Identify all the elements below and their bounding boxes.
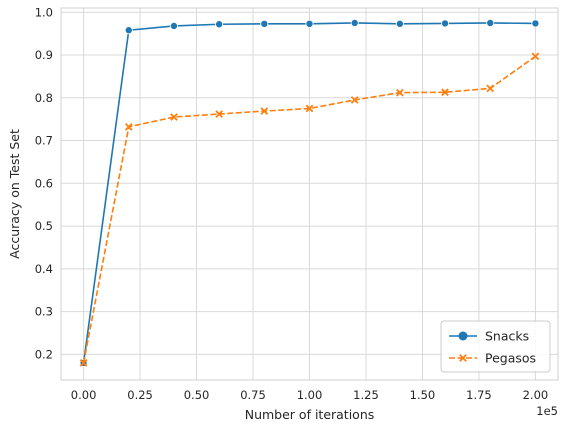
data-point [305, 104, 314, 113]
x-tick-label: 0.75 [240, 388, 266, 402]
legend-item-pegasos: Pegasos [449, 351, 536, 366]
y-tick-label: 0.8 [35, 91, 53, 105]
data-point [396, 88, 404, 97]
grid [61, 8, 558, 380]
data-point [215, 20, 224, 29]
x-tick-label: 0.50 [184, 388, 210, 402]
legend-marker [458, 331, 468, 341]
y-tick-label: 0.2 [35, 347, 53, 361]
x-axis-ticks: 0.00 0.25 0.50 0.75 1.00 1.25 1.50 1.75 2.00 [71, 388, 548, 402]
legend: Snacks Pegasos [440, 320, 551, 373]
legend-label: Pegasos [485, 351, 536, 366]
x-tick-label: 1.75 [466, 388, 492, 402]
x-axis-label: Number of iterations [245, 407, 375, 422]
y-tick-label: 0.9 [35, 48, 53, 62]
data-point [169, 21, 178, 30]
x-tick-label: 1.00 [297, 388, 323, 402]
y-tick-label: 0.4 [35, 262, 53, 276]
y-tick-label: 0.6 [35, 176, 53, 190]
legend-label: Snacks [485, 329, 529, 344]
data-point [441, 19, 450, 28]
data-point [441, 88, 449, 97]
legend-item-snacks: Snacks [449, 329, 529, 344]
legend-box [440, 320, 551, 373]
x-tick-label: 2.00 [523, 388, 549, 402]
data-point [350, 18, 359, 27]
data-point [124, 123, 133, 131]
series-layer [79, 18, 540, 367]
data-point [486, 18, 495, 27]
plot-area-frame [60, 7, 559, 381]
series-pegasos [79, 52, 540, 367]
y-axis-label: Accuracy on Test Set [7, 129, 22, 259]
data-point [124, 26, 133, 35]
data-point [260, 107, 269, 115]
data-point [215, 110, 223, 118]
x-tick-label: 1.25 [353, 388, 379, 402]
data-point [305, 19, 314, 28]
x-axis-offset-text: 1e5 [536, 404, 558, 418]
y-tick-label: 0.3 [35, 305, 53, 319]
y-tick-label: 0.5 [35, 219, 53, 233]
x-tick-label: 1.50 [410, 388, 436, 402]
y-tick-label: 1.0 [35, 5, 53, 19]
data-point [350, 96, 359, 104]
legend-marker [459, 354, 467, 362]
y-tick-label: 0.7 [35, 134, 53, 148]
data-point [486, 84, 495, 93]
data-point [531, 52, 540, 61]
data-point [170, 113, 178, 121]
data-point [531, 19, 540, 28]
y-axis-ticks: 0.2 0.3 0.4 0.5 0.6 0.7 0.8 0.9 1.0 [35, 5, 53, 361]
data-point [79, 359, 88, 367]
data-point [395, 19, 404, 28]
legend-items: Snacks Pegasos [449, 329, 536, 366]
x-tick-label: 0.25 [127, 388, 153, 402]
data-point [260, 19, 269, 28]
x-tick-label: 0.00 [71, 388, 97, 402]
